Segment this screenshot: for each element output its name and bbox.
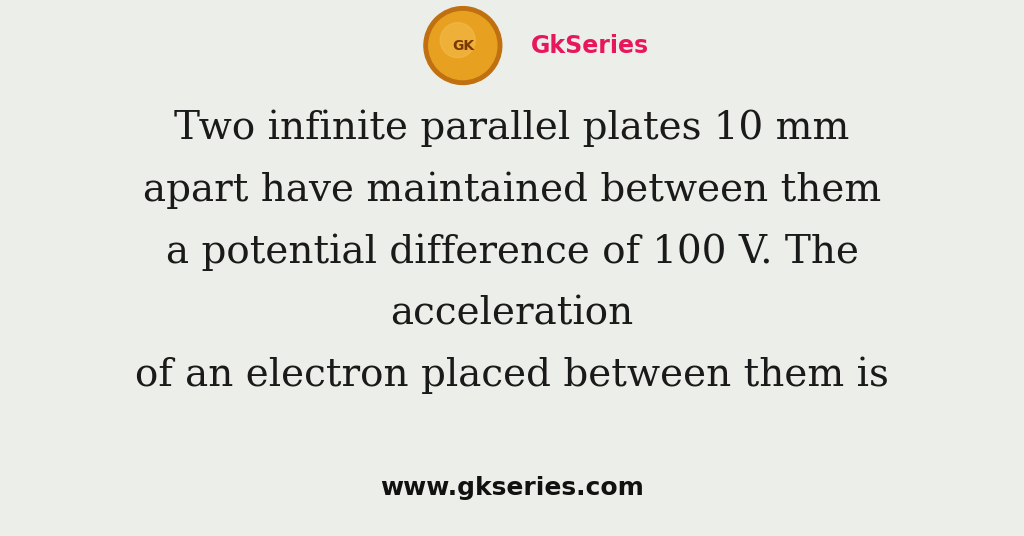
Text: acceleration: acceleration bbox=[390, 295, 634, 332]
Text: a potential difference of 100 V. The: a potential difference of 100 V. The bbox=[166, 233, 858, 271]
Text: GK: GK bbox=[452, 39, 474, 53]
Text: www.gkseries.com: www.gkseries.com bbox=[380, 476, 644, 500]
Text: Two infinite parallel plates 10 mm: Two infinite parallel plates 10 mm bbox=[174, 110, 850, 147]
Text: of an electron placed between them is: of an electron placed between them is bbox=[135, 356, 889, 394]
Ellipse shape bbox=[429, 11, 497, 80]
Text: GkSeries: GkSeries bbox=[530, 34, 648, 57]
Text: apart have maintained between them: apart have maintained between them bbox=[143, 172, 881, 209]
Ellipse shape bbox=[440, 23, 475, 58]
Ellipse shape bbox=[424, 6, 502, 85]
